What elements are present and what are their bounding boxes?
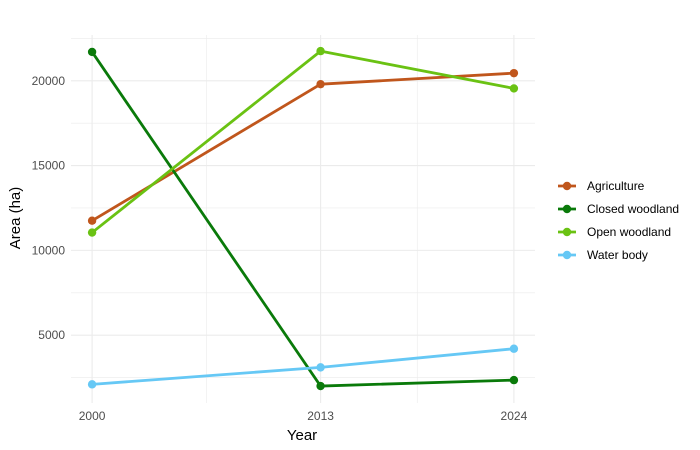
x-tick-label: 2000 [79,409,106,423]
y-tick-label: 15000 [32,159,66,173]
legend-item: Closed woodland [558,202,679,216]
data-point [316,46,325,56]
legend-item: Water body [558,248,648,262]
data-point [316,381,325,391]
legend-key-point [562,204,572,214]
legend-label: Agriculture [587,179,645,193]
legend-key-point [562,181,572,191]
data-point [87,380,97,389]
legend-item: Agriculture [558,179,645,193]
grid [71,35,535,403]
x-axis-ticks: 2000 2013 2024 [79,409,528,423]
x-tick-label: 2013 [307,409,334,423]
data-point [87,216,97,225]
legend-label: Closed woodland [587,202,679,216]
series-layer [87,46,519,391]
legend-key-point [562,250,572,260]
x-axis-title: Year [287,427,317,444]
x-tick-label: 2024 [501,409,528,423]
legend-item: Open woodland [558,225,671,239]
legend-key-point [562,227,572,237]
legend-label: Open woodland [587,225,671,239]
data-point [87,47,97,57]
data-point [509,375,519,385]
series-line-3 [90,347,516,386]
data-point [509,68,519,78]
y-tick-label: 20000 [32,74,66,88]
data-point [87,228,97,237]
y-axis-ticks: 5000 10000 15000 20000 [32,74,66,342]
legend-label: Water body [587,248,648,262]
data-point [316,79,325,89]
data-point [316,363,325,372]
y-tick-label: 10000 [32,243,66,257]
data-point [509,344,519,353]
y-axis-title: Area (ha) [7,187,24,250]
legend: Agriculture Closed woodland Open woodland W… [558,179,679,262]
series-line-1 [90,50,516,388]
y-tick-label: 5000 [38,328,65,342]
data-point [509,84,519,93]
series-line-2 [90,49,516,234]
